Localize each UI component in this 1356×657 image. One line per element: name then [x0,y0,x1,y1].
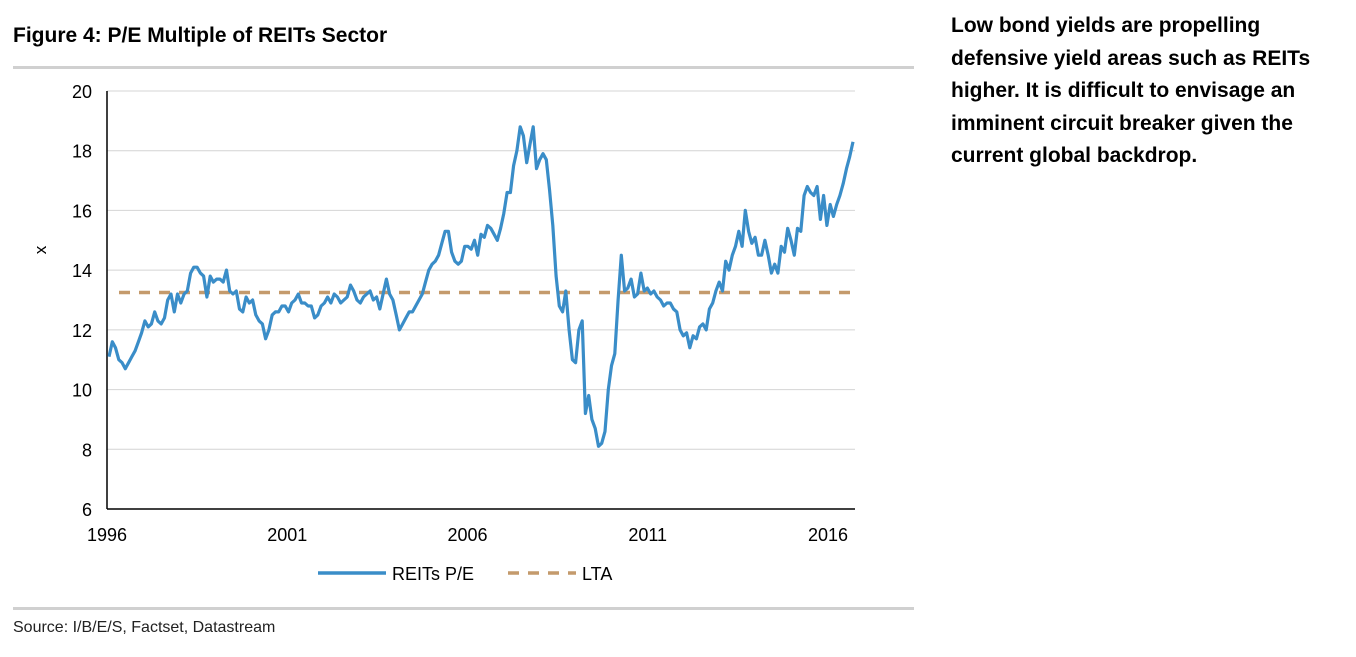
series-reits-pe [107,125,855,448]
y-axis-label: x [31,245,50,254]
x-tick-2011: 2011 [628,525,667,545]
top-divider [13,66,914,69]
grid-lines [107,90,855,450]
figure-title: Figure 4: P/E Multiple of REITs Sector [13,24,388,47]
y-tick-18: 18 [72,142,92,162]
legend: REITs P/E LTA [318,564,612,584]
axes [106,91,855,510]
y-tick-6: 6 [82,500,92,520]
series [107,125,855,448]
pe-chart: 6 8 10 12 14 16 18 20 1996 2001 2006 2011 2016 x RE… [31,82,855,584]
y-tick-14: 14 [72,261,92,281]
x-tick-2006: 2006 [447,525,487,545]
x-tick-labels: 1996 2001 2006 2011 2016 [87,525,848,545]
y-tick-12: 12 [72,321,92,341]
y-tick-8: 8 [82,440,92,460]
y-tick-10: 10 [72,381,92,401]
x-tick-2001: 2001 [267,525,307,545]
legend-label-lta: LTA [582,564,612,584]
source-note: Source: I/B/E/S, Factset, Datastream [13,619,276,636]
y-tick-16: 16 [72,201,92,221]
x-tick-1996: 1996 [87,525,127,545]
x-tick-2016: 2016 [808,525,848,545]
bottom-divider [13,607,914,610]
y-tick-20: 20 [72,82,92,102]
y-tick-labels: 6 8 10 12 14 16 18 20 [72,82,92,520]
commentary: Low bond yields are propelling defensive… [951,14,1311,167]
legend-label-reits: REITs P/E [392,564,474,584]
